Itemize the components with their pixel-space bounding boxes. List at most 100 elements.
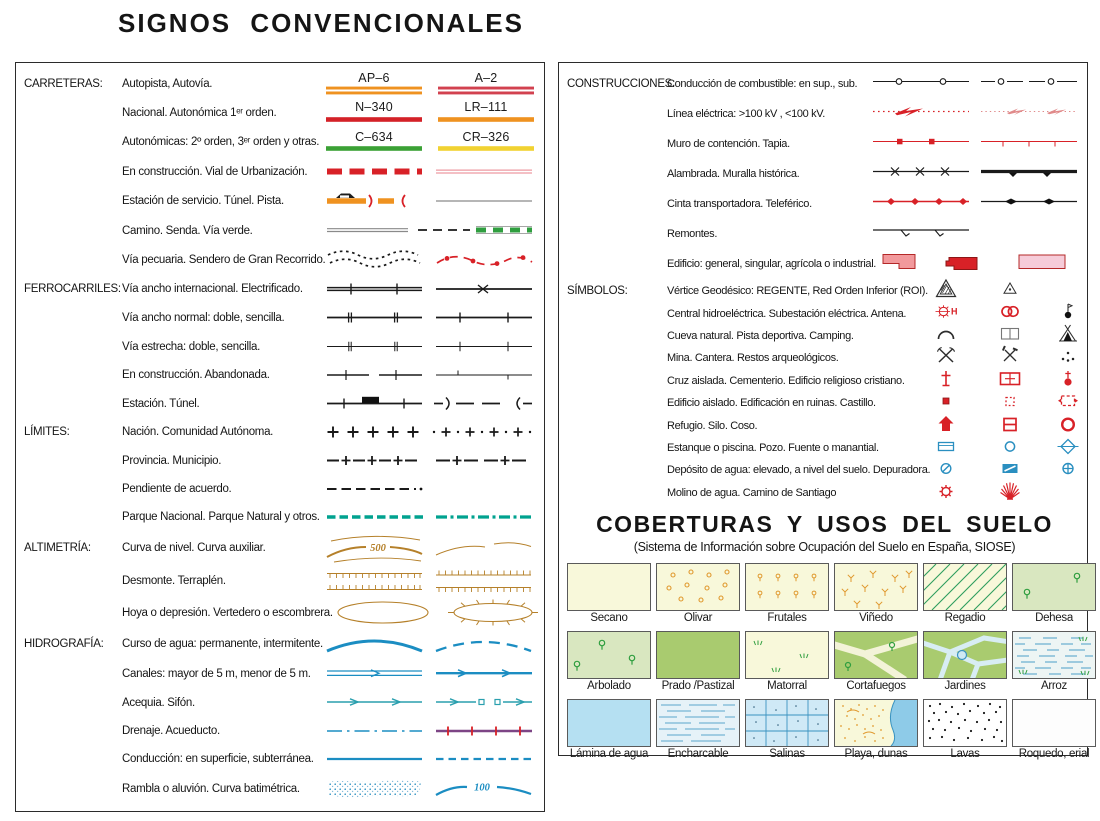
svg-text:H: H: [951, 306, 958, 316]
retaining-wall-icon: [873, 138, 1077, 147]
rail-international-electrified-icon: [327, 283, 532, 295]
castle-icon: [1058, 395, 1078, 407]
landcover-grid: Secano Olivar: [567, 562, 1096, 760]
fence-wall-icon: [873, 167, 1077, 177]
legend-row-curva-nivel: ALTIMETRÍA: Curva de nivel. Curva auxili…: [24, 531, 536, 565]
legend-row-autonomicas: Autonómicas: 2º orden, 3ᵉʳ orden y otras…: [24, 127, 536, 157]
road-construction-icon: [327, 168, 532, 175]
fuel-pipeline-icon: [873, 78, 1077, 85]
legend-row-autopista: CARRETERAS: Autopista, Autovía. AP–6 A–2: [24, 69, 536, 98]
motorway-line-icon: [326, 86, 422, 94]
legend-row-via-internacional: FERROCARRILES: Vía ancho internacional. …: [24, 275, 536, 303]
section-label-limites: LÍMITES:: [24, 426, 70, 438]
page-title: SIGNOS CONVENCIONALES: [118, 8, 524, 38]
boundary-province-municipality-icon: [327, 456, 526, 465]
service-station-tunnel-track-icon: [327, 193, 532, 208]
ground-water-tank-icon: [1002, 464, 1018, 474]
legend-row-provincia: Provincia. Municipio.: [24, 446, 536, 475]
isolated-cross-icon: [941, 370, 951, 387]
dual-carriageway-line-icon: [438, 86, 534, 94]
landcover-swatch-arbolado: Arbolado: [567, 630, 651, 692]
regional-first-order-line-icon: [438, 116, 534, 122]
autonomicas-symbol: C–634 CR–326: [324, 130, 536, 153]
rail-station-tunnel-icon: [327, 396, 532, 411]
landcover-swatch-dehesa: Dehesa: [1012, 562, 1096, 624]
legend-row-remontes: Remontes.: [567, 219, 1082, 248]
legend-row-nacion: LÍMITES: Nación. Comunidad Autónoma.: [24, 418, 536, 446]
road-shield-n340: N–340: [324, 101, 424, 123]
legend-row-central: Central hidroeléctrica. Subestación eléc…: [567, 302, 1082, 324]
coberturas-header: COBERTURAS Y USOS DEL SUELO (Sistema de …: [567, 511, 1082, 554]
coberturas-subtitle: (Sistema de Información sobre Ocupación …: [633, 539, 1016, 554]
power-line-icon: [873, 107, 1077, 117]
landcover-swatch-lavas: Lavas: [923, 698, 1007, 760]
legend-row-estacion-servicio: Estación de servicio. Túnel. Pista.: [24, 186, 536, 216]
prado-pattern-icon: [656, 630, 740, 679]
legend-row-via-normal: Vía ancho normal: doble, sencilla.: [24, 303, 536, 332]
landcover-swatch-frutales: Frutales: [745, 562, 829, 624]
water-mill-icon: [939, 484, 953, 498]
hydro-plant-icon: H: [935, 304, 958, 318]
road-shield-cr326: CR–326: [436, 130, 536, 153]
park-boundary-icon: [327, 515, 532, 519]
roquedo-pattern-icon: [1012, 698, 1096, 747]
cemetery-icon: [999, 371, 1021, 386]
landcover-swatch-secano: Secano: [567, 562, 651, 624]
legend-row-parques: Parque Nacional. Parque Natural y otros.: [24, 503, 536, 531]
archaeological-remains-icon: [1061, 352, 1075, 363]
lamina-agua-pattern-icon: [567, 698, 651, 747]
olivar-pattern-icon: [656, 562, 740, 611]
autopista-autovia-symbol: AP–6 A–2: [324, 72, 536, 94]
landcover-swatch-matorral: Matorral: [745, 630, 829, 692]
boundary-nation-region-icon: [327, 426, 532, 438]
legend-row-en-construccion-vial: En construcción. Vial de Urbanización.: [24, 157, 536, 186]
sports-court-icon: [1000, 327, 1020, 340]
landcover-swatch-lamina-agua: Lámina de agua: [567, 698, 651, 760]
left-legend-panel: CARRETERAS: Autopista, Autovía. AP–6 A–2…: [15, 62, 545, 812]
elevated-water-tank-icon: [940, 463, 952, 475]
cutting-embankment-icon: [327, 570, 531, 592]
secano-pattern-icon: [567, 562, 651, 611]
salinas-pattern-icon: [745, 698, 829, 747]
section-label-simbolos: SÍMBOLOS:: [567, 285, 628, 298]
road-shield-c634: C–634: [324, 130, 424, 153]
ruins-icon: [1005, 396, 1015, 407]
isolated-building-icon: [942, 397, 950, 405]
arbolado-pattern-icon: [567, 630, 651, 679]
landcover-swatch-roquedo: Roquedo, erial: [1012, 698, 1096, 760]
drainage-aqueduct-icon: [327, 726, 532, 736]
legend-row-cinta: Cinta transportadora. Teleférico.: [567, 189, 1082, 219]
legend-row-drenaje: Drenaje. Acueducto.: [24, 717, 536, 745]
legend-row-edificio: Edificio: general, singular, agrícola o …: [567, 248, 1082, 280]
via-pecuaria-gr-icon: [328, 250, 533, 268]
vinedo-pattern-icon: [834, 562, 918, 611]
legend-row-curso-agua: HIDROGRAFÍA: Curso de agua: permanente, …: [24, 628, 536, 659]
acequia-siphon-icon: [327, 698, 532, 706]
legend-row-alambrada: Alambrada. Muralla histórica.: [567, 159, 1082, 189]
landcover-swatch-jardines: Jardines: [923, 630, 1007, 692]
section-label-construcciones: CONSTRUCCIONES:: [567, 78, 675, 90]
legend-row-rambla: Rambla o aluvión. Curva batimétrica. 100: [24, 773, 536, 805]
regional-other-line-icon: [438, 146, 534, 151]
cortafuegos-pattern-icon: [834, 630, 918, 679]
legend-row-conduccion-agua: Conducción: en superficie, subterránea.: [24, 745, 536, 773]
rail-normal-gauge-icon: [327, 312, 532, 323]
pendiente-acuerdo-icon: [327, 487, 423, 491]
legend-row-molino: Molino de agua. Camino de Santiago: [567, 482, 1082, 504]
depression-dump-icon: [337, 599, 538, 626]
legend-row-deposito: Depósito de agua: elevado, a nivel del s…: [567, 459, 1082, 481]
svg-text:100: 100: [474, 783, 491, 794]
legend-row-canales: Canales: mayor de 5 m, menor de 5 m.: [24, 659, 536, 688]
landcover-swatch-playa: Playa, dunas: [834, 698, 918, 760]
mine-icon: [936, 347, 956, 363]
antenna-icon: [1064, 303, 1074, 318]
legend-row-muro: Muro de contención. Tapia.: [567, 129, 1082, 159]
nacional-symbol: N–340 LR–111: [324, 101, 536, 123]
landcover-swatch-encharcable: Encharcable: [656, 698, 740, 760]
geodesic-vertex-regente-icon: [935, 278, 957, 298]
svg-text:500: 500: [370, 543, 387, 554]
right-legend-panel: CONSTRUCCIONES: Conducción de combustibl…: [558, 62, 1096, 760]
section-label-carreteras: CARRETERAS:: [24, 77, 103, 90]
ski-lift-icon: [873, 228, 969, 237]
